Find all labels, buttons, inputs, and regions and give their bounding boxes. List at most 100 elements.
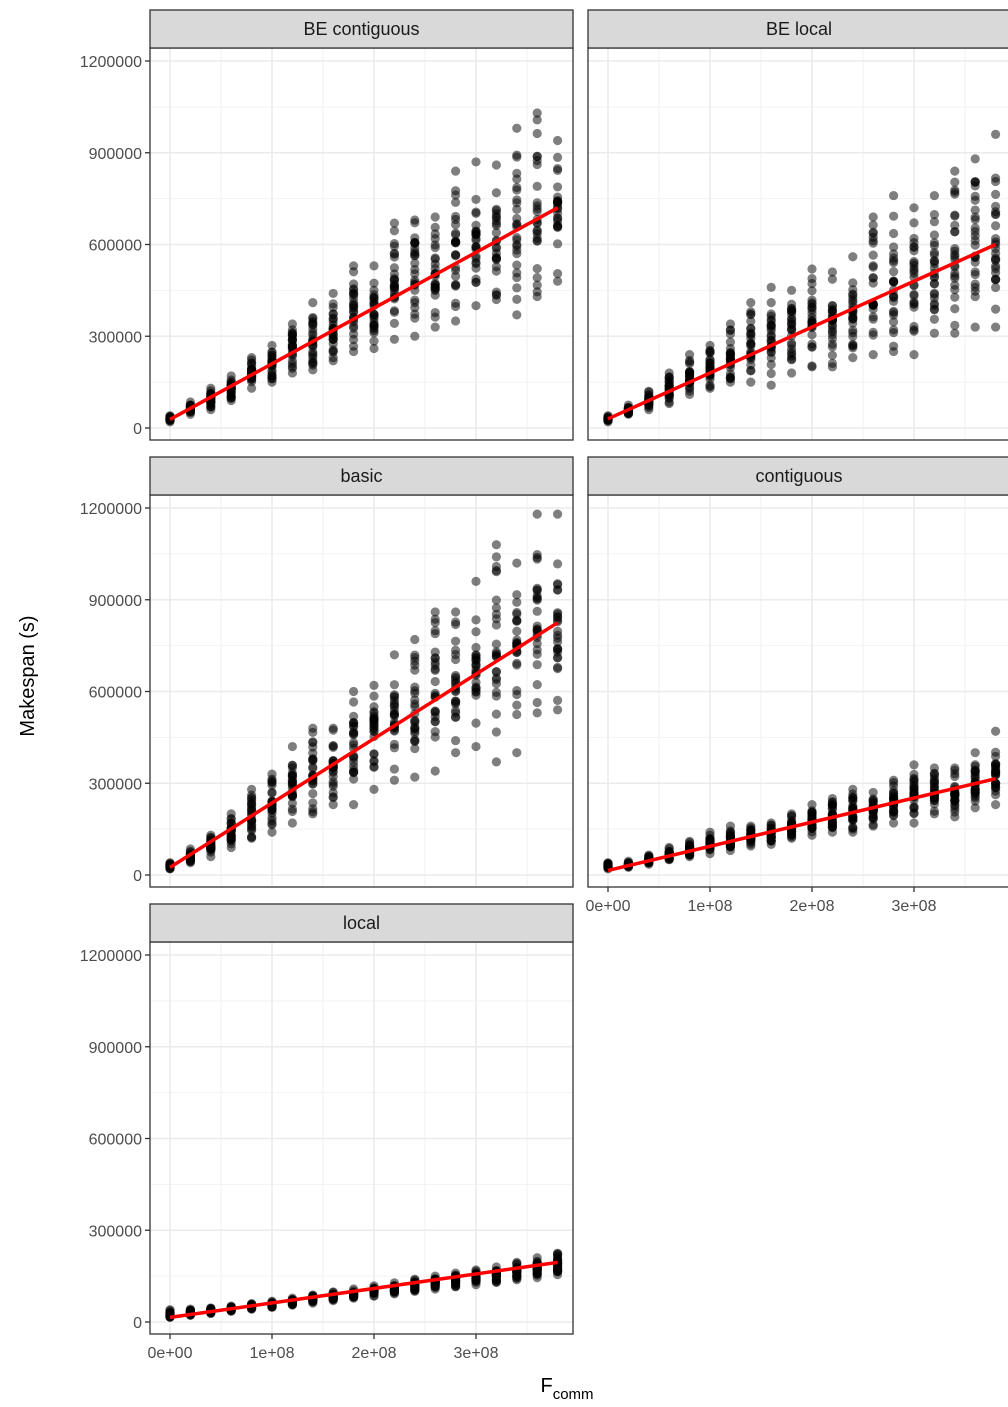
data-point bbox=[889, 317, 899, 327]
data-point bbox=[553, 695, 563, 705]
data-point bbox=[746, 366, 756, 376]
data-point bbox=[532, 594, 542, 604]
data-point bbox=[410, 716, 420, 726]
data-point bbox=[349, 767, 359, 777]
data-point bbox=[512, 626, 522, 636]
data-point bbox=[512, 152, 522, 162]
data-point bbox=[247, 832, 257, 842]
data-point bbox=[491, 253, 501, 264]
data-point bbox=[553, 1248, 563, 1258]
data-point bbox=[807, 286, 817, 296]
data-point bbox=[532, 554, 542, 564]
data-point bbox=[848, 252, 858, 262]
data-point bbox=[430, 254, 440, 264]
data-point bbox=[512, 174, 522, 184]
data-point bbox=[909, 818, 919, 828]
data-point bbox=[430, 233, 440, 244]
data-point bbox=[746, 341, 756, 351]
data-point bbox=[848, 801, 858, 811]
data-point bbox=[389, 705, 399, 715]
data-point bbox=[308, 353, 318, 363]
data-point bbox=[512, 1257, 522, 1267]
data-point bbox=[532, 128, 542, 139]
data-point bbox=[512, 558, 522, 568]
data-point bbox=[807, 273, 817, 284]
data-point bbox=[766, 368, 776, 379]
data-point bbox=[991, 189, 1001, 200]
data-point bbox=[410, 660, 420, 670]
data-point bbox=[247, 824, 257, 834]
facet-panel-contiguous: contiguous 0e+00 1e+08 2e+08 3e+08 bbox=[586, 456, 1008, 915]
data-point bbox=[491, 552, 501, 562]
data-point bbox=[827, 350, 838, 360]
data-point bbox=[328, 800, 338, 810]
data-point bbox=[512, 700, 522, 710]
data-point bbox=[644, 386, 654, 396]
fit-line bbox=[607, 776, 997, 873]
data-point bbox=[991, 255, 1001, 265]
data-point bbox=[868, 262, 878, 272]
data-point bbox=[512, 597, 522, 607]
data-point bbox=[491, 650, 501, 660]
data-points bbox=[603, 129, 1001, 427]
data-point bbox=[950, 328, 960, 338]
data-point bbox=[226, 371, 236, 381]
data-point bbox=[787, 314, 797, 324]
data-point bbox=[848, 318, 858, 328]
data-point bbox=[328, 723, 338, 733]
data-point bbox=[991, 322, 1001, 332]
data-point bbox=[512, 310, 522, 320]
data-point bbox=[267, 778, 277, 788]
x-tick-label: 2e+08 bbox=[352, 1345, 397, 1362]
fit-line bbox=[607, 242, 997, 421]
data-point bbox=[807, 342, 817, 352]
data-point bbox=[807, 330, 817, 340]
data-point bbox=[970, 177, 980, 187]
data-point bbox=[685, 359, 695, 369]
data-point bbox=[512, 185, 522, 195]
panel-grid bbox=[150, 495, 573, 887]
data-point bbox=[226, 391, 236, 401]
data-point bbox=[410, 331, 420, 341]
data-point bbox=[308, 723, 318, 733]
data-point bbox=[308, 316, 318, 326]
data-point bbox=[532, 280, 542, 290]
data-point bbox=[766, 818, 776, 828]
data-point bbox=[929, 256, 940, 267]
data-point bbox=[430, 607, 440, 617]
data-point bbox=[553, 165, 563, 175]
data-point bbox=[410, 650, 420, 660]
data-point bbox=[491, 290, 501, 300]
data-point bbox=[185, 856, 195, 867]
data-point bbox=[328, 331, 338, 342]
data-point bbox=[410, 743, 420, 754]
data-point bbox=[532, 638, 542, 649]
data-point bbox=[491, 188, 501, 198]
data-point bbox=[410, 215, 420, 225]
data-point bbox=[451, 316, 461, 326]
data-point bbox=[451, 228, 461, 238]
data-point bbox=[410, 313, 420, 323]
data-point bbox=[430, 766, 440, 776]
data-point bbox=[491, 603, 501, 613]
data-point bbox=[430, 626, 440, 636]
data-point bbox=[532, 226, 542, 236]
data-point bbox=[827, 333, 838, 344]
data-point bbox=[553, 644, 563, 654]
data-point bbox=[226, 809, 236, 819]
data-point bbox=[491, 639, 501, 649]
data-point bbox=[328, 288, 338, 299]
data-point bbox=[451, 197, 461, 207]
y-tick-label: 0 bbox=[133, 421, 142, 438]
data-point bbox=[369, 707, 379, 717]
y-tick-label: 300000 bbox=[89, 1223, 142, 1240]
data-point bbox=[848, 353, 858, 363]
data-point bbox=[532, 108, 542, 118]
data-point bbox=[889, 256, 899, 266]
data-point bbox=[950, 273, 960, 283]
data-point bbox=[807, 807, 817, 818]
data-point bbox=[848, 341, 858, 351]
data-point bbox=[451, 298, 461, 308]
data-point bbox=[471, 615, 481, 625]
